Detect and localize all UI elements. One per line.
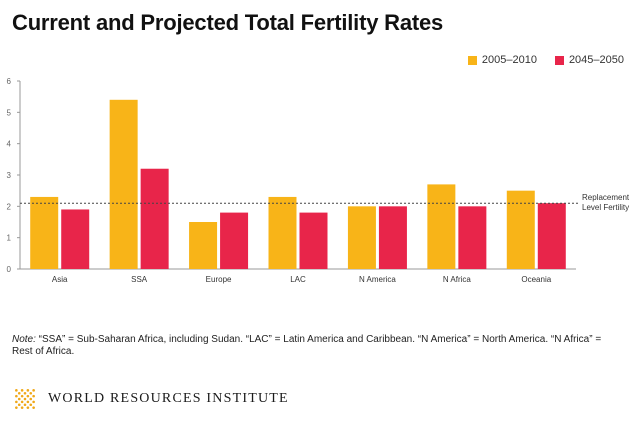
y-tick-label: 1 bbox=[7, 234, 12, 243]
logo-dot bbox=[15, 394, 18, 398]
note-text: “SSA” = Sub-Saharan Africa, including Su… bbox=[12, 334, 602, 357]
bar-series-a bbox=[30, 196, 59, 269]
y-tick-label: 3 bbox=[7, 171, 12, 180]
legend-label-series-a: 2005–2010 bbox=[481, 54, 537, 66]
logo-dot bbox=[23, 397, 27, 401]
legend-item-series-a: 2005–2010 bbox=[467, 54, 537, 66]
x-tick-label: SSA bbox=[131, 275, 148, 284]
logo-dot bbox=[32, 400, 35, 404]
bar-chart: 0 1 2 3 4 5 6 Asia SSA Europe LAC N America N Africa… bbox=[7, 77, 630, 284]
logo-dot bbox=[32, 394, 35, 398]
bar-series-b bbox=[458, 206, 487, 269]
logo-dot bbox=[26, 400, 30, 404]
logo-dot bbox=[17, 391, 21, 395]
logo-dot bbox=[29, 397, 33, 401]
bar-series-b bbox=[140, 168, 169, 269]
logo-dot bbox=[20, 389, 24, 392]
legend-label-series-b: 2045–2050 bbox=[568, 54, 624, 66]
logo-dot bbox=[17, 403, 21, 407]
note-label: Note: bbox=[12, 334, 36, 345]
y-tick-label: 6 bbox=[7, 77, 12, 86]
bar-series-a bbox=[506, 190, 535, 269]
legend-swatch-series-a bbox=[467, 55, 477, 65]
bar-series-b bbox=[61, 209, 90, 269]
bar-series-b bbox=[220, 212, 249, 269]
logo-dot bbox=[15, 406, 18, 409]
logo-dot bbox=[23, 403, 27, 407]
bar-series-b bbox=[299, 212, 328, 269]
bar-series-b bbox=[537, 203, 566, 269]
legend: 2005–2010 2045–2050 bbox=[467, 54, 624, 66]
wri-logo-icon bbox=[15, 389, 35, 409]
bar-series-a bbox=[427, 184, 456, 269]
logo-dot bbox=[20, 400, 24, 404]
legend-swatch-series-b bbox=[554, 55, 564, 65]
logo-dot bbox=[26, 389, 30, 392]
bar-series-a bbox=[268, 196, 297, 269]
bar-series-a bbox=[189, 222, 218, 269]
organization-name: WORLD RESOURCES INSTITUTE bbox=[48, 391, 289, 406]
bar-series-a bbox=[347, 206, 376, 269]
x-tick-label: Oceania bbox=[521, 275, 551, 284]
x-tick-label: Asia bbox=[52, 275, 68, 284]
x-tick-label: LAC bbox=[290, 275, 306, 284]
logo-dot bbox=[26, 406, 30, 409]
chart-note: Note: “SSA” = Sub-Saharan Africa, includ… bbox=[12, 334, 612, 358]
bar-series-b bbox=[378, 206, 407, 269]
logo-dot bbox=[17, 397, 21, 401]
logo-dot bbox=[20, 406, 24, 409]
bar-series-a bbox=[109, 99, 138, 269]
footer: WORLD RESOURCES INSTITUTE bbox=[12, 386, 289, 412]
legend-item-series-b: 2045–2050 bbox=[554, 54, 624, 66]
logo-dot bbox=[32, 389, 35, 392]
x-tick-label: Europe bbox=[206, 275, 232, 284]
logo-dot bbox=[32, 406, 35, 409]
y-tick-label: 2 bbox=[7, 202, 12, 211]
x-tick-label: N America bbox=[359, 275, 396, 284]
logo-dot bbox=[15, 389, 18, 392]
logo-dot bbox=[23, 391, 27, 395]
y-tick-label: 0 bbox=[7, 265, 12, 274]
y-tick-label: 4 bbox=[7, 140, 12, 149]
chart-title: Current and Projected Total Fertility Ra… bbox=[12, 10, 444, 35]
x-tick-label: N Africa bbox=[443, 275, 472, 284]
logo-dot bbox=[20, 394, 24, 398]
logo-dot bbox=[29, 403, 33, 407]
logo-dot bbox=[15, 400, 18, 404]
replacement-label-line2: Level Fertility bbox=[582, 203, 629, 212]
logo-dot bbox=[26, 394, 30, 398]
y-tick-label: 5 bbox=[7, 108, 12, 117]
replacement-label-line1: Replacement bbox=[582, 193, 630, 202]
logo-dot bbox=[29, 391, 33, 395]
